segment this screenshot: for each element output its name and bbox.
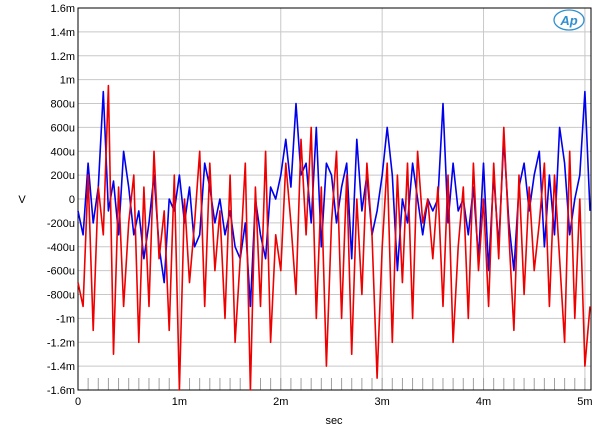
plot-frame [77, 7, 592, 391]
y-tick-label: 200u [51, 170, 75, 182]
y-tick-label: 1.2m [51, 51, 75, 63]
y-tick-label: 1.6m [51, 3, 75, 15]
y-tick-label: -1.4m [47, 361, 75, 373]
y-tick-label: 1.4m [51, 27, 75, 39]
y-tick-label: 600u [51, 122, 75, 134]
y-tick-label: 0 [69, 194, 75, 206]
y-tick-label: -200u [47, 218, 75, 230]
series-line-red [77, 84, 591, 391]
y-tick-label: -1m [56, 313, 75, 325]
logo-ellipse [553, 9, 585, 31]
y-tick-label: 400u [51, 146, 75, 158]
x-tick-label: 1m [172, 396, 187, 408]
y-axis-title: V [18, 194, 26, 206]
x-axis-title: sec [325, 415, 343, 427]
x-tick-label: 3m [375, 396, 390, 408]
y-tick-label: 1m [60, 75, 75, 87]
y-tick-label: -800u [47, 290, 75, 302]
logo-text: Ap [559, 13, 577, 28]
y-tick-label: -1.6m [47, 385, 75, 397]
audio-precision-logo: Ap [553, 9, 585, 31]
y-tick-label: 800u [51, 99, 75, 111]
y-tick-label: -1.2m [47, 337, 75, 349]
minor-tick-marks [87, 378, 586, 390]
x-tick-label: 0 [75, 396, 81, 408]
x-tick-label: 5m [577, 396, 592, 408]
y-tick-label: -400u [47, 242, 75, 254]
x-tick-label: 4m [476, 396, 491, 408]
x-tick-label: 2m [273, 396, 288, 408]
series-layer [77, 84, 591, 391]
x-axis-tick-labels: 0 1m 2m 3m 4m 5m [75, 396, 593, 408]
y-tick-label: -600u [47, 266, 75, 278]
y-axis-tick-labels: 1.6m 1.4m 1.2m 1m 800u 600u 400u 200u 0 -200u -400… [47, 3, 75, 397]
